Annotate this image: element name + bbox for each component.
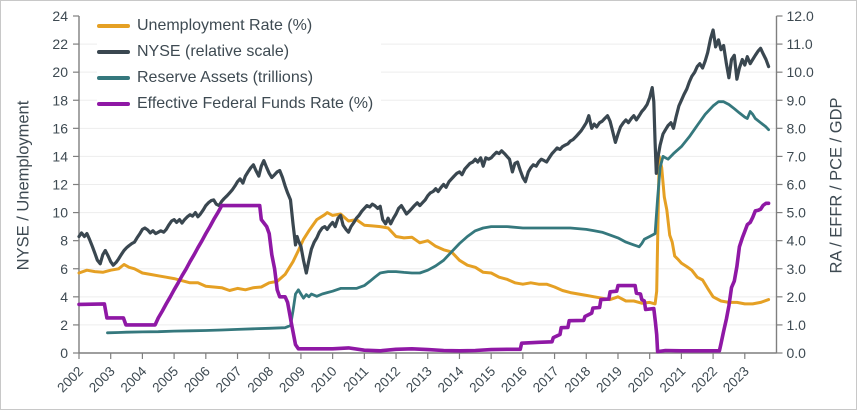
series-line-unemployment (77, 154, 771, 306)
x-axis-tick-label: 2022 (688, 364, 720, 396)
right-axis-tick-label: 6.0 (787, 177, 807, 193)
left-axis-tick-label: 10 (52, 205, 68, 221)
right-axis-tick-label: 3.0 (787, 261, 807, 277)
x-axis-tick-label: 2016 (498, 364, 530, 396)
x-axis-tick-label: 2013 (403, 364, 435, 396)
effr-line-swatch-icon (97, 102, 130, 106)
legend-label: Reserve Assets (trillions) (137, 69, 314, 86)
left-axis-tick-label: 4 (60, 289, 68, 305)
x-axis-tick-label: 2006 (181, 364, 213, 396)
series-line-nyse (77, 28, 771, 275)
right-axis-tick-label: 7.0 (787, 148, 807, 164)
x-axis-tick-label: 2008 (244, 364, 276, 396)
x-axis-tick-label: 2007 (213, 364, 245, 396)
legend-label: Unemployment Rate (%) (137, 17, 313, 34)
left-axis-tick-label: 20 (52, 64, 68, 80)
x-axis-tick-label: 2012 (371, 364, 403, 396)
legend-label: NYSE (relative scale) (137, 43, 290, 60)
x-axis-tick-label: 2019 (593, 364, 625, 396)
x-axis-tick-label: 2014 (435, 363, 467, 395)
left-axis-tick-label: 16 (52, 120, 68, 136)
reserve-assets-line-swatch-icon (97, 76, 130, 80)
right-axis-tick-label: 4.0 (787, 233, 807, 249)
x-axis-tick-label: 2018 (562, 364, 594, 396)
x-axis-tick-label: 2004 (118, 363, 150, 395)
x-axis-tick-label: 2009 (276, 364, 308, 396)
left-axis-tick-label: 22 (52, 36, 68, 52)
right-axis-tick-label: 2.0 (787, 289, 807, 305)
unemployment-line-swatch-icon (97, 24, 130, 28)
left-axis-tick-label: 24 (52, 8, 68, 24)
series-line-reserve-assets (106, 100, 770, 335)
series-line-effr (77, 201, 771, 354)
x-axis-tick-label: 2020 (625, 364, 657, 396)
nyse-line-swatch-icon (97, 50, 130, 54)
right-axis-tick-label: 10.0 (787, 64, 814, 80)
legend-label: Effective Federal Funds Rate (%) (137, 95, 374, 112)
right-axis-tick-label: 0.0 (787, 345, 807, 361)
x-axis-tick-label: 2015 (466, 364, 498, 396)
x-axis-tick-label: 2011 (340, 364, 371, 395)
right-axis-tick-label: 5.0 (787, 205, 807, 221)
right-axis-tick-label: 9.0 (787, 92, 807, 108)
right-axis-tick-label: 12.0 (787, 8, 814, 24)
right-axis-tick-label: 11.0 (787, 36, 813, 52)
right-axis-tick-label: 8.0 (787, 120, 807, 136)
legend-item-effr: Effective Federal Funds Rate (%) (97, 91, 373, 117)
legend-item-nyse: NYSE (relative scale) (97, 39, 373, 65)
left-axis-tick-label: 6 (60, 261, 68, 277)
legend-item-unemployment: Unemployment Rate (%) (97, 13, 373, 39)
legend: Unemployment Rate (%) NYSE (relative sca… (97, 13, 382, 117)
x-axis-tick-label: 2010 (308, 364, 340, 396)
legend-item-reserve-assets: Reserve Assets (trillions) (97, 65, 373, 91)
left-axis-tick-label: 0 (60, 345, 68, 361)
x-axis-tick-label: 2023 (720, 364, 752, 396)
left-axis-tick-label: 8 (60, 233, 68, 249)
right-axis-tick-label: 1.0 (787, 317, 807, 333)
left-axis-tick-label: 2 (60, 317, 68, 333)
x-axis-tick-label: 2005 (149, 364, 181, 396)
x-axis-tick-label: 2017 (530, 364, 562, 396)
left-axis-tick-label: 18 (52, 92, 68, 108)
x-axis-tick-label: 2002 (54, 364, 86, 396)
left-axis-tick-label: 14 (52, 148, 68, 164)
x-axis-tick-label: 2021 (657, 364, 689, 396)
left-axis-tick-label: 12 (52, 177, 68, 193)
x-axis-tick-label: 2003 (86, 364, 118, 396)
